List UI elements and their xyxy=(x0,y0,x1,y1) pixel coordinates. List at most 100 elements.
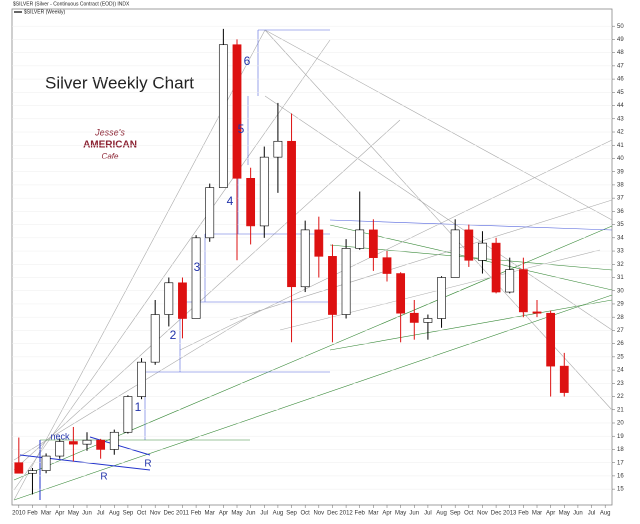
y-tick-label: 36 xyxy=(617,209,624,215)
candle-body xyxy=(328,256,337,315)
y-tick-label: 39 xyxy=(617,169,624,175)
y-tick-label: 15 xyxy=(617,487,624,493)
y-tick-label: 38 xyxy=(617,182,624,188)
x-tick-label: Nov xyxy=(477,511,488,517)
x-tick-label: Apr xyxy=(55,511,64,517)
y-tick-label: 27 xyxy=(617,328,624,334)
y-tick-label: 44 xyxy=(617,103,624,109)
x-tick-label: Jun xyxy=(573,511,583,517)
y-tick-label: 17 xyxy=(617,460,624,466)
candle-body xyxy=(178,282,187,319)
candle-body xyxy=(259,156,269,227)
logo-text: Jesse's xyxy=(94,127,125,137)
x-tick-label: Dec xyxy=(327,511,338,517)
candle-body xyxy=(137,361,146,397)
x-tick-label: 2010 xyxy=(12,511,26,517)
y-tick-label: 32 xyxy=(617,262,624,268)
logo-text: Cafe xyxy=(102,152,119,161)
x-tick-label: Aug xyxy=(109,511,120,517)
x-tick-label: Aug xyxy=(600,511,611,517)
x-tick-label: Apr xyxy=(546,511,555,517)
candle-body xyxy=(14,462,24,474)
candle-body xyxy=(123,396,133,433)
candle-body xyxy=(164,282,174,315)
x-tick-label: Mar xyxy=(532,511,542,517)
candle-body xyxy=(559,365,569,393)
chart-header: $SILVER (Silver - Continuous Contract (E… xyxy=(13,1,130,7)
candle-body xyxy=(450,229,460,278)
candle-body xyxy=(82,439,92,445)
y-tick-label: 29 xyxy=(617,302,624,308)
annotation: R xyxy=(144,459,151,470)
y-tick-label: 50 xyxy=(617,24,624,30)
annotation: 2 xyxy=(170,328,177,342)
y-tick-label: 34 xyxy=(617,235,624,241)
candle-body xyxy=(518,269,528,313)
x-tick-label: Nov xyxy=(150,511,161,517)
x-tick-label: Mar xyxy=(41,511,51,517)
candle-body xyxy=(218,44,228,188)
y-tick-label: 40 xyxy=(617,156,624,162)
x-tick-label: Jun xyxy=(82,511,92,517)
candle-body xyxy=(68,441,78,445)
candle-body xyxy=(355,229,365,249)
x-tick-label: Sep xyxy=(123,511,134,517)
x-tick-label: 2012 xyxy=(339,511,353,517)
candle-body xyxy=(191,237,201,319)
y-tick-label: 48 xyxy=(617,50,624,56)
candle-body xyxy=(423,318,433,323)
candle-body xyxy=(273,140,283,158)
x-tick-label: Jun xyxy=(246,511,256,517)
annotation: 3 xyxy=(194,260,201,274)
annotation: 5 xyxy=(238,122,245,136)
y-tick-label: 45 xyxy=(617,90,624,96)
x-tick-label: May xyxy=(231,511,242,517)
x-tick-label: 2013 xyxy=(503,511,517,517)
annotation: R xyxy=(100,472,107,483)
y-tick-label: 35 xyxy=(617,222,624,228)
x-tick-label: Jul xyxy=(588,511,596,517)
x-tick-label: Oct xyxy=(301,511,311,517)
y-tick-label: 16 xyxy=(617,473,624,479)
candle-body xyxy=(246,178,256,227)
candle-body xyxy=(300,229,310,288)
y-tick-label: 28 xyxy=(617,315,624,321)
candle-body xyxy=(437,277,446,319)
candle-body xyxy=(55,441,65,457)
y-tick-label: 42 xyxy=(617,130,624,136)
y-tick-label: 19 xyxy=(617,434,624,440)
candle-body xyxy=(314,229,324,257)
x-tick-label: Oct xyxy=(137,511,147,517)
x-tick-label: Jul xyxy=(97,511,105,517)
candle-body xyxy=(41,455,51,471)
y-tick-label: 30 xyxy=(617,288,624,294)
x-tick-label: Sep xyxy=(286,511,297,517)
x-tick-label: Aug xyxy=(436,511,447,517)
y-tick-label: 25 xyxy=(617,354,624,360)
candle-body xyxy=(409,312,419,323)
y-tick-label: 31 xyxy=(617,275,624,281)
x-tick-label: Jun xyxy=(409,511,419,517)
x-tick-label: Nov xyxy=(313,511,324,517)
candle-body xyxy=(396,273,406,314)
candle-body xyxy=(96,439,106,450)
candle-body xyxy=(382,257,392,274)
candle-body xyxy=(28,470,37,474)
chart-title: Silver Weekly Chart xyxy=(45,73,194,92)
y-tick-label: 23 xyxy=(617,381,624,387)
x-tick-label: Oct xyxy=(464,511,474,517)
y-tick-label: 20 xyxy=(617,421,624,427)
candle-body xyxy=(532,311,542,314)
x-tick-label: Feb xyxy=(518,511,529,517)
x-tick-label: May xyxy=(559,511,570,517)
x-tick-label: Apr xyxy=(219,511,228,517)
y-tick-label: 22 xyxy=(617,394,624,400)
y-tick-label: 26 xyxy=(617,341,624,347)
y-tick-label: 41 xyxy=(617,143,624,149)
candle-body xyxy=(464,229,474,261)
y-tick-label: 47 xyxy=(617,63,624,69)
x-tick-label: Jul xyxy=(424,511,432,517)
annotation: 1 xyxy=(135,400,142,414)
x-tick-label: 2011 xyxy=(176,511,190,517)
